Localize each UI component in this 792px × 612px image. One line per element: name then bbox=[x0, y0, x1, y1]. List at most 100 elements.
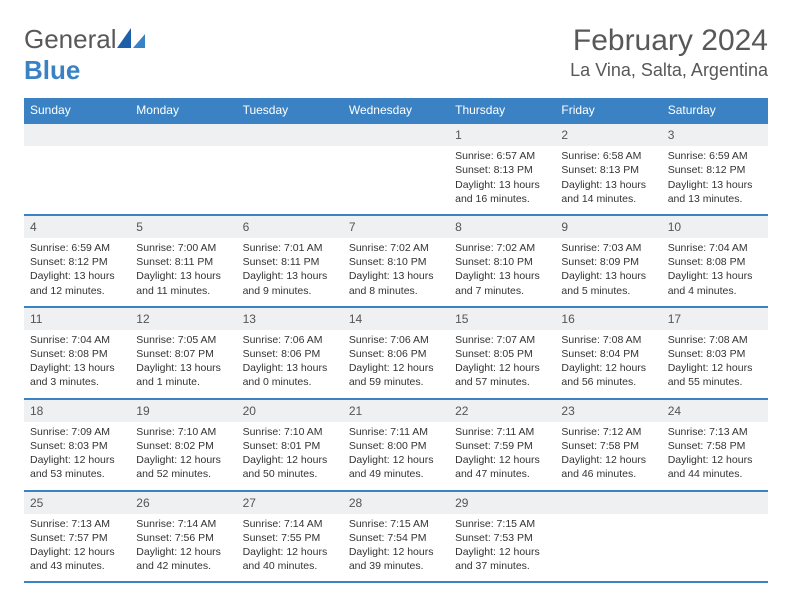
day-body: Sunrise: 7:09 AMSunset: 8:03 PMDaylight:… bbox=[24, 422, 130, 490]
location-text: La Vina, Salta, Argentina bbox=[570, 60, 768, 81]
day-body: Sunrise: 7:04 AMSunset: 8:08 PMDaylight:… bbox=[662, 238, 768, 306]
sunset-text: Sunset: 7:55 PM bbox=[243, 531, 337, 545]
day-cell: 15Sunrise: 7:07 AMSunset: 8:05 PMDayligh… bbox=[449, 307, 555, 399]
day-body-empty bbox=[237, 146, 343, 204]
day-number: 22 bbox=[449, 400, 555, 422]
day-number: 17 bbox=[662, 308, 768, 330]
day-body: Sunrise: 7:02 AMSunset: 8:10 PMDaylight:… bbox=[343, 238, 449, 306]
daylight-text: Daylight: 13 hours and 5 minutes. bbox=[561, 269, 655, 297]
daylight-text: Daylight: 13 hours and 9 minutes. bbox=[243, 269, 337, 297]
day-body: Sunrise: 7:06 AMSunset: 8:06 PMDaylight:… bbox=[237, 330, 343, 398]
day-header-wednesday: Wednesday bbox=[343, 98, 449, 123]
day-number: 8 bbox=[449, 216, 555, 238]
day-body: Sunrise: 7:01 AMSunset: 8:11 PMDaylight:… bbox=[237, 238, 343, 306]
day-cell: 23Sunrise: 7:12 AMSunset: 7:58 PMDayligh… bbox=[555, 399, 661, 491]
day-number: 15 bbox=[449, 308, 555, 330]
sunset-text: Sunset: 8:05 PM bbox=[455, 347, 549, 361]
sunrise-text: Sunrise: 7:04 AM bbox=[668, 241, 762, 255]
daylight-text: Daylight: 12 hours and 40 minutes. bbox=[243, 545, 337, 573]
sunrise-text: Sunrise: 7:03 AM bbox=[561, 241, 655, 255]
day-body: Sunrise: 7:02 AMSunset: 8:10 PMDaylight:… bbox=[449, 238, 555, 306]
day-cell: 21Sunrise: 7:11 AMSunset: 8:00 PMDayligh… bbox=[343, 399, 449, 491]
daylight-text: Daylight: 12 hours and 42 minutes. bbox=[136, 545, 230, 573]
day-number: 12 bbox=[130, 308, 236, 330]
sunset-text: Sunset: 8:12 PM bbox=[668, 163, 762, 177]
sunrise-text: Sunrise: 7:07 AM bbox=[455, 333, 549, 347]
sunrise-text: Sunrise: 7:13 AM bbox=[30, 517, 124, 531]
brand-text: General Blue bbox=[24, 24, 145, 86]
brand-logo: General Blue bbox=[24, 24, 145, 86]
day-body: Sunrise: 7:12 AMSunset: 7:58 PMDaylight:… bbox=[555, 422, 661, 490]
day-cell: 1Sunrise: 6:57 AMSunset: 8:13 PMDaylight… bbox=[449, 123, 555, 215]
daylight-text: Daylight: 13 hours and 12 minutes. bbox=[30, 269, 124, 297]
day-cell: 13Sunrise: 7:06 AMSunset: 8:06 PMDayligh… bbox=[237, 307, 343, 399]
day-header-row: SundayMondayTuesdayWednesdayThursdayFrid… bbox=[24, 98, 768, 123]
sunset-text: Sunset: 8:11 PM bbox=[136, 255, 230, 269]
day-cell: 9Sunrise: 7:03 AMSunset: 8:09 PMDaylight… bbox=[555, 215, 661, 307]
sunrise-text: Sunrise: 6:59 AM bbox=[668, 149, 762, 163]
sunset-text: Sunset: 8:03 PM bbox=[30, 439, 124, 453]
day-cell: 7Sunrise: 7:02 AMSunset: 8:10 PMDaylight… bbox=[343, 215, 449, 307]
sunrise-text: Sunrise: 6:58 AM bbox=[561, 149, 655, 163]
day-body: Sunrise: 7:03 AMSunset: 8:09 PMDaylight:… bbox=[555, 238, 661, 306]
day-cell: 6Sunrise: 7:01 AMSunset: 8:11 PMDaylight… bbox=[237, 215, 343, 307]
day-body: Sunrise: 7:11 AMSunset: 8:00 PMDaylight:… bbox=[343, 422, 449, 490]
day-number: 25 bbox=[24, 492, 130, 514]
daylight-text: Daylight: 12 hours and 49 minutes. bbox=[349, 453, 443, 481]
sunset-text: Sunset: 7:54 PM bbox=[349, 531, 443, 545]
day-header-sunday: Sunday bbox=[24, 98, 130, 123]
sunrise-text: Sunrise: 7:14 AM bbox=[243, 517, 337, 531]
day-number-empty bbox=[555, 492, 661, 514]
day-cell: 11Sunrise: 7:04 AMSunset: 8:08 PMDayligh… bbox=[24, 307, 130, 399]
daylight-text: Daylight: 13 hours and 7 minutes. bbox=[455, 269, 549, 297]
day-cell: 16Sunrise: 7:08 AMSunset: 8:04 PMDayligh… bbox=[555, 307, 661, 399]
sunrise-text: Sunrise: 7:05 AM bbox=[136, 333, 230, 347]
sunrise-text: Sunrise: 7:06 AM bbox=[243, 333, 337, 347]
day-number-empty bbox=[662, 492, 768, 514]
day-number: 26 bbox=[130, 492, 236, 514]
daylight-text: Daylight: 13 hours and 8 minutes. bbox=[349, 269, 443, 297]
day-number-empty bbox=[237, 124, 343, 146]
day-number: 23 bbox=[555, 400, 661, 422]
day-number-empty bbox=[24, 124, 130, 146]
day-number: 29 bbox=[449, 492, 555, 514]
daylight-text: Daylight: 12 hours and 43 minutes. bbox=[30, 545, 124, 573]
title-block: February 2024 La Vina, Salta, Argentina bbox=[570, 24, 768, 81]
sunrise-text: Sunrise: 7:10 AM bbox=[243, 425, 337, 439]
day-body: Sunrise: 6:59 AMSunset: 8:12 PMDaylight:… bbox=[24, 238, 130, 306]
sunset-text: Sunset: 7:56 PM bbox=[136, 531, 230, 545]
sunset-text: Sunset: 8:08 PM bbox=[668, 255, 762, 269]
sunset-text: Sunset: 8:12 PM bbox=[30, 255, 124, 269]
daylight-text: Daylight: 12 hours and 53 minutes. bbox=[30, 453, 124, 481]
day-cell: 29Sunrise: 7:15 AMSunset: 7:53 PMDayligh… bbox=[449, 491, 555, 583]
day-cell: 4Sunrise: 6:59 AMSunset: 8:12 PMDaylight… bbox=[24, 215, 130, 307]
day-body-empty bbox=[130, 146, 236, 204]
day-number: 11 bbox=[24, 308, 130, 330]
day-body: Sunrise: 7:10 AMSunset: 8:02 PMDaylight:… bbox=[130, 422, 236, 490]
sunset-text: Sunset: 7:59 PM bbox=[455, 439, 549, 453]
day-number: 27 bbox=[237, 492, 343, 514]
day-cell bbox=[555, 491, 661, 583]
sunset-text: Sunset: 8:04 PM bbox=[561, 347, 655, 361]
sunrise-text: Sunrise: 7:15 AM bbox=[349, 517, 443, 531]
sunrise-text: Sunrise: 6:57 AM bbox=[455, 149, 549, 163]
day-cell: 10Sunrise: 7:04 AMSunset: 8:08 PMDayligh… bbox=[662, 215, 768, 307]
daylight-text: Daylight: 13 hours and 13 minutes. bbox=[668, 178, 762, 206]
sunset-text: Sunset: 8:01 PM bbox=[243, 439, 337, 453]
daylight-text: Daylight: 13 hours and 0 minutes. bbox=[243, 361, 337, 389]
day-body: Sunrise: 7:10 AMSunset: 8:01 PMDaylight:… bbox=[237, 422, 343, 490]
day-body-empty bbox=[555, 514, 661, 572]
daylight-text: Daylight: 13 hours and 4 minutes. bbox=[668, 269, 762, 297]
brand-part2: Blue bbox=[24, 55, 80, 85]
day-body: Sunrise: 7:05 AMSunset: 8:07 PMDaylight:… bbox=[130, 330, 236, 398]
sunrise-text: Sunrise: 7:14 AM bbox=[136, 517, 230, 531]
daylight-text: Daylight: 12 hours and 44 minutes. bbox=[668, 453, 762, 481]
daylight-text: Daylight: 13 hours and 14 minutes. bbox=[561, 178, 655, 206]
page-header: General Blue February 2024 La Vina, Salt… bbox=[24, 24, 768, 86]
calendar-body: 1Sunrise: 6:57 AMSunset: 8:13 PMDaylight… bbox=[24, 123, 768, 582]
sail-icon bbox=[117, 28, 145, 48]
sunset-text: Sunset: 8:13 PM bbox=[561, 163, 655, 177]
sunrise-text: Sunrise: 7:12 AM bbox=[561, 425, 655, 439]
daylight-text: Daylight: 13 hours and 1 minute. bbox=[136, 361, 230, 389]
day-header-thursday: Thursday bbox=[449, 98, 555, 123]
